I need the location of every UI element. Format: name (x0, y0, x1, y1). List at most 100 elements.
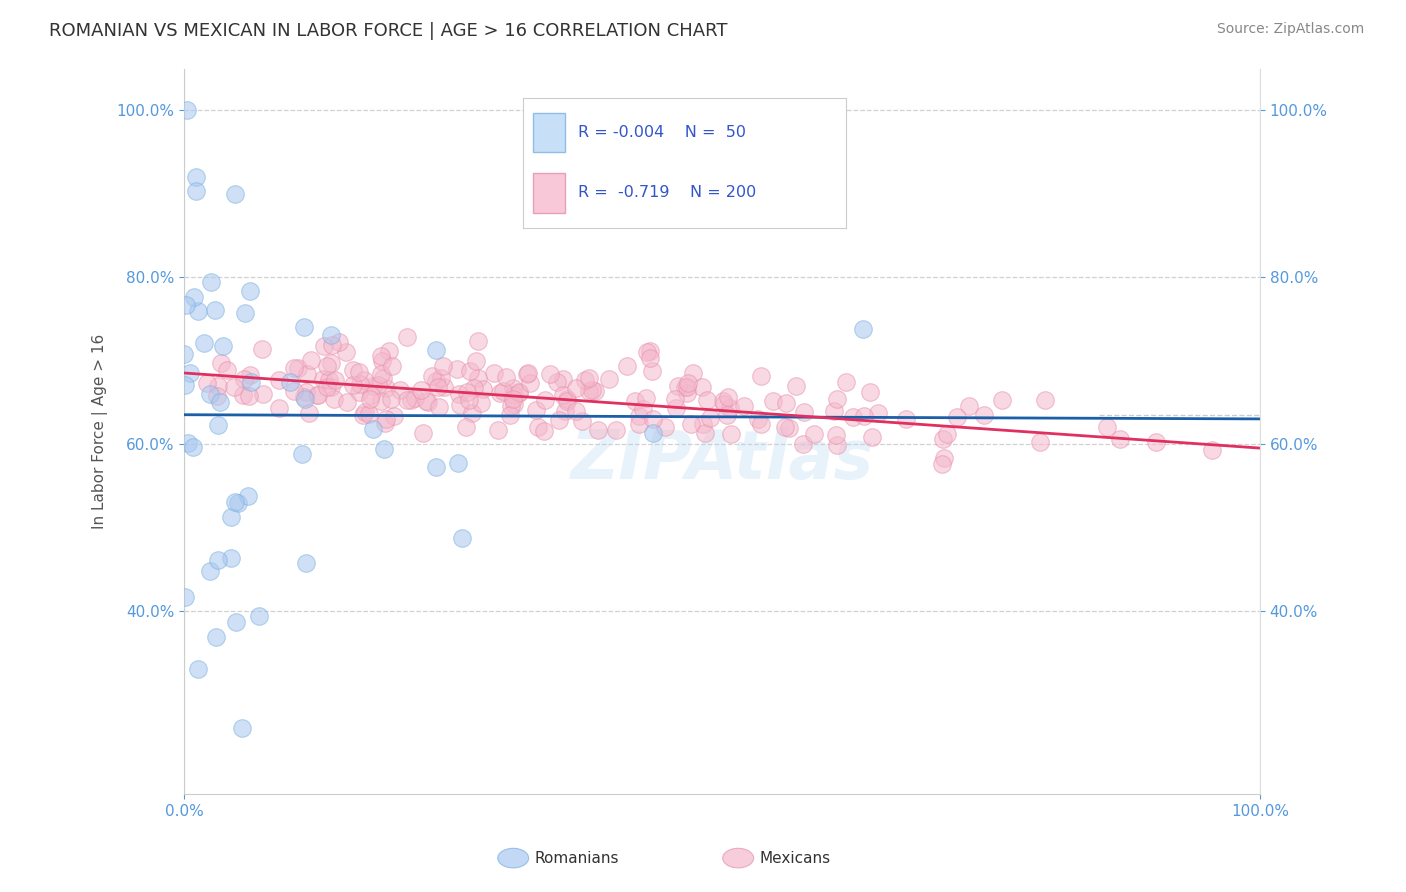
Point (711, 394, 734, 409)
Point (328, 334, 350, 349)
Point (825, 438, 848, 452)
Point (367, 377, 389, 392)
Point (508, 384, 530, 399)
Point (486, 424, 509, 438)
Point (565, 403, 588, 417)
Point (502, 392, 524, 407)
Point (179, 366, 201, 380)
Point (638, 343, 661, 358)
Point (775, 396, 797, 410)
Point (184, 184, 207, 198)
Point (676, 386, 699, 401)
Point (823, 404, 845, 418)
Point (454, 420, 477, 434)
Point (432, 359, 454, 374)
Point (352, 408, 374, 422)
Point (681, 417, 703, 431)
Point (643, 411, 665, 425)
Point (207, 389, 229, 403)
Point (524, 402, 547, 417)
Point (200, 564, 222, 578)
Point (470, 396, 492, 410)
Point (508, 385, 530, 400)
Point (204, 303, 226, 318)
Point (641, 364, 664, 378)
Text: ROMANIAN VS MEXICAN IN LABOR FORCE | AGE > 16 CORRELATION CHART: ROMANIAN VS MEXICAN IN LABOR FORCE | AGE… (49, 22, 728, 40)
Point (682, 366, 704, 380)
Point (554, 404, 576, 418)
Point (492, 384, 515, 398)
Point (747, 412, 769, 426)
Point (866, 406, 889, 420)
Point (347, 384, 370, 399)
Point (336, 394, 359, 409)
Point (467, 371, 489, 385)
Point (499, 408, 522, 422)
Point (283, 360, 305, 375)
Point (792, 437, 814, 451)
Point (374, 416, 396, 430)
Point (666, 378, 689, 392)
Point (205, 630, 228, 644)
Point (778, 421, 800, 435)
Point (219, 551, 242, 566)
Point (319, 328, 342, 343)
Point (307, 388, 329, 402)
Point (860, 430, 883, 444)
Point (219, 509, 242, 524)
Point (946, 409, 969, 424)
Point (318, 373, 340, 387)
Point (430, 371, 453, 385)
Point (654, 420, 676, 434)
Point (187, 304, 209, 318)
Point (207, 553, 229, 567)
Text: Source: ZipAtlas.com: Source: ZipAtlas.com (1216, 22, 1364, 37)
Point (449, 398, 471, 412)
Point (450, 531, 472, 545)
Point (643, 426, 665, 441)
Point (718, 401, 741, 415)
Point (665, 401, 688, 416)
Point (931, 432, 953, 446)
Point (209, 356, 232, 370)
Point (314, 339, 336, 353)
Point (347, 365, 370, 379)
Point (240, 375, 263, 389)
Point (564, 381, 586, 395)
Point (399, 393, 422, 408)
Point (484, 366, 506, 380)
Point (1033, 393, 1056, 408)
Point (404, 391, 426, 405)
Point (636, 392, 658, 406)
Point (389, 383, 412, 397)
Point (283, 384, 305, 399)
Point (578, 384, 600, 398)
Point (312, 372, 335, 386)
Point (269, 401, 291, 416)
Point (222, 380, 245, 394)
Point (378, 343, 401, 358)
Point (533, 424, 555, 438)
Point (323, 374, 346, 388)
Point (197, 376, 219, 391)
Point (499, 399, 522, 413)
Point (209, 395, 232, 409)
Point (415, 394, 437, 409)
Point (342, 378, 364, 392)
Point (463, 380, 485, 394)
Point (598, 372, 620, 386)
Point (278, 375, 301, 389)
Point (627, 409, 650, 423)
Point (173, 378, 195, 392)
Point (472, 382, 495, 396)
Point (717, 390, 740, 404)
Point (200, 276, 222, 290)
Point (627, 417, 650, 431)
Point (495, 370, 517, 384)
Point (551, 388, 574, 402)
Point (224, 186, 246, 201)
Point (299, 352, 322, 367)
Point (640, 351, 662, 365)
Point (198, 387, 221, 401)
Point (395, 330, 418, 344)
